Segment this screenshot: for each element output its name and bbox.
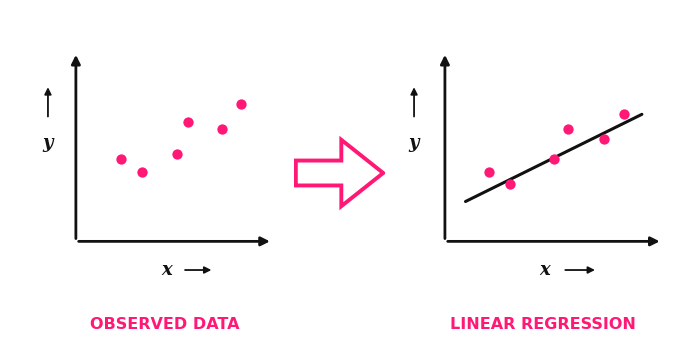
Text: x: x [161,261,172,279]
Point [216,127,228,132]
Point [235,102,246,107]
Polygon shape [296,140,383,206]
Text: LINEAR REGRESSION: LINEAR REGRESSION [449,317,636,332]
Text: x: x [540,261,550,279]
Point [136,169,148,174]
Point [172,152,183,157]
Point [504,181,515,187]
Text: y: y [43,134,53,152]
Point [548,156,559,162]
Point [619,111,630,117]
Point [484,169,495,174]
Point [598,136,609,142]
Text: OBSERVED DATA: OBSERVED DATA [90,317,239,332]
Point [116,156,127,162]
Text: y: y [409,134,419,152]
Point [563,127,574,132]
Point [182,119,193,125]
